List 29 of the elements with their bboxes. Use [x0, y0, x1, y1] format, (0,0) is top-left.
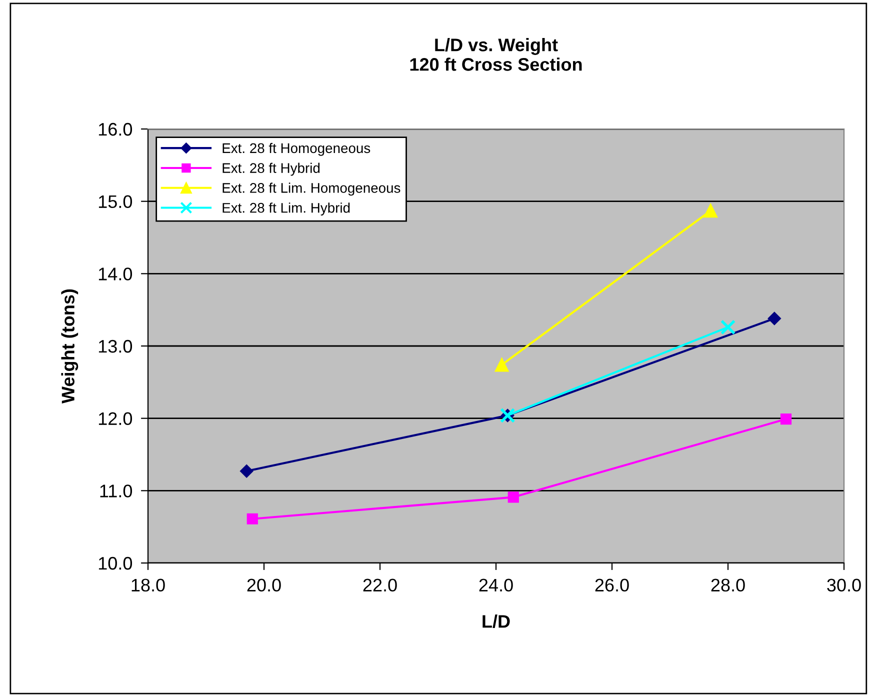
x-tick-label: 24.0 — [479, 578, 513, 592]
x-tick-label: 22.0 — [363, 578, 397, 592]
point — [720, 320, 736, 335]
y-tick-label: 14.0 — [98, 268, 132, 280]
legend-label: Ext. 28 ft Hybrid — [222, 162, 320, 176]
legend-label: Ext. 28 ft Homogeneous — [222, 142, 370, 156]
y-tick-label: 15.0 — [98, 195, 132, 208]
x-tick-label: 28.0 — [711, 578, 745, 592]
legend-label: Ext. 28 ft Lim. Homogeneous — [222, 182, 400, 196]
x-tick-label: 30.0 — [827, 578, 861, 592]
y-axis-title: Weight (tons) — [61, 289, 78, 404]
point — [780, 414, 792, 425]
chart-title: L/D vs. Weight 120 ft Cross Section — [410, 38, 582, 71]
x-tick-label: 26.0 — [595, 578, 629, 592]
y-tick-label: 12.0 — [98, 412, 132, 426]
y-tick-label: 16.0 — [98, 122, 132, 136]
legend-label: Ext. 28 ft Lim. Hybrid — [222, 202, 350, 216]
point — [246, 513, 258, 524]
point — [494, 358, 509, 372]
x-tick-label: 20.0 — [247, 578, 281, 592]
point — [768, 312, 781, 326]
point — [704, 204, 718, 218]
y-tick-label: 10.0 — [98, 556, 132, 570]
point — [508, 492, 519, 503]
y-tick-label: 11.0 — [100, 484, 132, 498]
point — [240, 464, 254, 478]
y-tick-label: 13.0 — [98, 340, 132, 353]
x-axis-title: L/D — [482, 614, 510, 628]
x-tick-label: 18.0 — [132, 578, 165, 592]
